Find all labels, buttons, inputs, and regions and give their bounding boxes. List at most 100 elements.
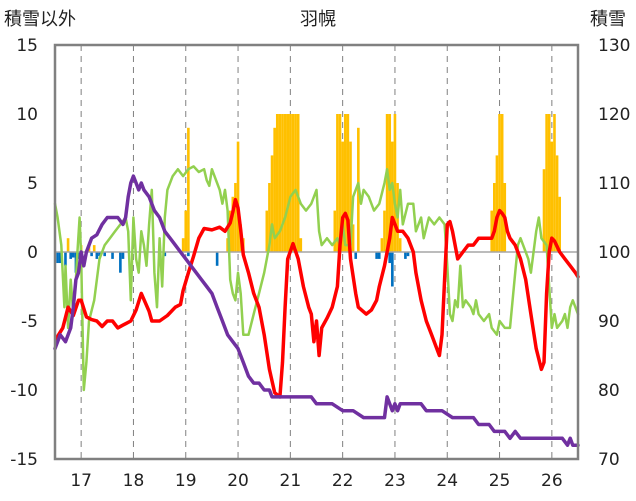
- precip-bar: [273, 127, 276, 252]
- left-tick-label: -5: [21, 312, 38, 332]
- x-tick-label: 22: [332, 471, 354, 491]
- precip-bar: [500, 114, 504, 252]
- right-axis-ticks: 130 120 110 100 90 80 70: [598, 36, 630, 470]
- negative-bar: [404, 252, 407, 259]
- x-tick-label: 19: [175, 471, 197, 491]
- left-tick-label: 10: [16, 105, 38, 125]
- chart-title: 羽幌: [300, 9, 336, 30]
- precip-bar: [393, 114, 397, 252]
- precip-bar: [385, 114, 389, 252]
- precip-bar: [77, 252, 80, 259]
- right-tick-label: 100: [598, 243, 630, 263]
- precip-bar: [187, 127, 190, 252]
- right-tick-label: 110: [598, 174, 630, 194]
- left-tick-label: 5: [27, 174, 38, 194]
- precip-bar: [380, 238, 384, 252]
- precip-bar: [333, 210, 337, 252]
- right-tick-label: 80: [598, 381, 620, 401]
- negative-bar: [56, 252, 59, 264]
- precip-bar: [341, 141, 344, 252]
- precip-bar: [281, 114, 284, 252]
- precip-bar: [296, 114, 300, 252]
- precip-bar: [550, 141, 554, 252]
- negative-bar: [391, 252, 394, 287]
- x-tick-label: 17: [70, 471, 92, 491]
- precip-bar: [346, 114, 350, 252]
- left-tick-label: -10: [10, 381, 38, 401]
- negative-bar: [95, 252, 99, 259]
- precip-bar: [383, 210, 386, 252]
- precip-bar: [270, 155, 274, 252]
- x-tick-label: 26: [541, 471, 563, 491]
- negative-bar: [377, 252, 381, 259]
- right-tick-label: 120: [598, 105, 630, 125]
- negative-bar: [406, 252, 410, 257]
- precip-bar: [275, 114, 279, 252]
- right-tick-label: 130: [598, 36, 630, 56]
- precip-bar: [231, 196, 235, 252]
- negative-bar: [64, 252, 67, 266]
- negative-bar: [121, 252, 125, 259]
- precip-bar: [493, 183, 496, 252]
- negative-bar: [388, 252, 392, 264]
- left-axis-ticks: 15 10 5 0 -5 -10 -15: [10, 36, 38, 470]
- negative-bar: [354, 252, 358, 259]
- precip-bar: [181, 238, 185, 252]
- x-tick-label: 18: [123, 471, 145, 491]
- precip-bar: [265, 210, 269, 252]
- left-tick-label: 0: [27, 243, 38, 263]
- precip-bar: [391, 141, 394, 252]
- precip-bar: [490, 210, 494, 252]
- precip-bar: [236, 141, 240, 252]
- precip-bar: [349, 141, 352, 252]
- precip-bar: [351, 224, 355, 252]
- precip-bar: [291, 114, 295, 252]
- series-line-snow_depth: [53, 174, 580, 447]
- negative-bar: [111, 252, 114, 259]
- negative-bar: [187, 252, 190, 257]
- precip-bar: [398, 238, 402, 252]
- right-tick-label: 70: [598, 450, 620, 470]
- precip-bar: [495, 155, 499, 252]
- precip-bar: [66, 238, 70, 252]
- precip-bar: [343, 114, 347, 252]
- precip-bar: [278, 114, 282, 252]
- series-line-humidity_like: [53, 165, 580, 392]
- precip-bar: [286, 114, 290, 252]
- negative-bar: [71, 252, 75, 258]
- precip-bar: [338, 114, 342, 252]
- right-axis-label: 積雪: [590, 9, 626, 30]
- left-axis-label: 積雪以外: [4, 9, 76, 30]
- negative-bar: [103, 252, 106, 257]
- x-tick-label: 24: [436, 471, 458, 491]
- x-tick-label: 21: [280, 471, 302, 491]
- series-lines: [53, 165, 580, 447]
- right-tick-label: 90: [598, 312, 620, 332]
- plot-frame: [53, 43, 580, 461]
- precip-bar: [234, 183, 237, 252]
- x-tick-label: 25: [489, 471, 511, 491]
- negative-bar: [58, 252, 62, 264]
- precip-bar: [553, 114, 556, 252]
- precip-bar: [299, 238, 303, 252]
- x-tick-label: 20: [227, 471, 249, 491]
- precip-bar: [336, 114, 339, 252]
- precip-bar: [558, 196, 562, 252]
- x-axis-ticks: 17 18 19 20 21 22 23 24 25 26: [70, 471, 562, 491]
- precip-bar: [555, 155, 559, 252]
- precip-bar: [294, 114, 297, 252]
- precip-bar: [283, 114, 287, 252]
- precip-bar: [228, 210, 232, 252]
- precip-bar: [184, 210, 188, 252]
- negative-bar: [215, 252, 219, 266]
- precip-bar: [498, 114, 501, 252]
- precip-bar: [289, 114, 292, 252]
- negative-bar: [163, 252, 167, 257]
- x-tick-label: 23: [384, 471, 406, 491]
- negative-bar: [98, 252, 101, 257]
- left-tick-label: -15: [10, 450, 38, 470]
- negative-bar: [90, 252, 93, 257]
- precip-bar: [547, 114, 551, 252]
